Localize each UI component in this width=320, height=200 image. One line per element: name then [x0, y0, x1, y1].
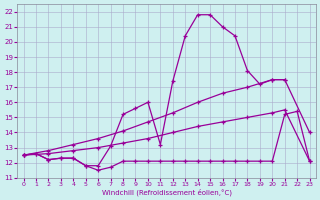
X-axis label: Windchill (Refroidissement éolien,°C): Windchill (Refroidissement éolien,°C) — [101, 188, 232, 196]
